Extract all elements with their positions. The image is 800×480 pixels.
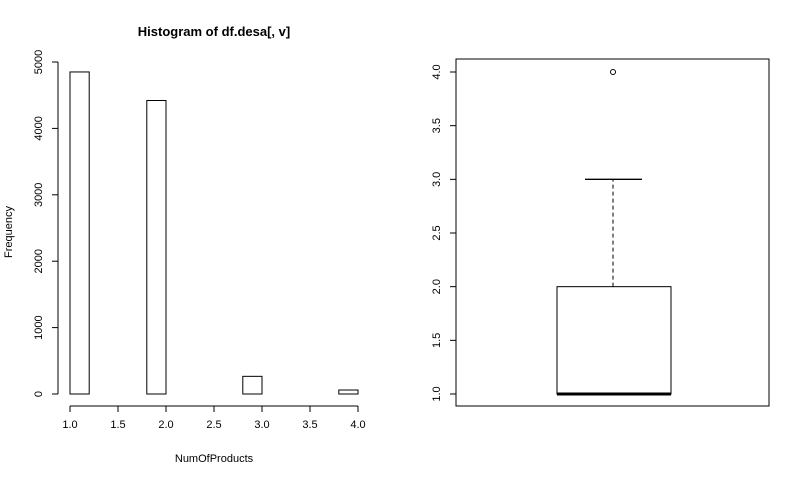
- histogram-y-tick-label: 4000: [33, 116, 45, 140]
- boxplot-box: [556, 286, 672, 395]
- histogram-bar-4: [338, 389, 359, 395]
- histogram-y-tick-label: 3000: [33, 183, 45, 207]
- histogram-x-tick-label: 1.5: [110, 419, 125, 431]
- histogram-y-axis-label: Frequency: [3, 206, 15, 258]
- histogram-x-tick-label: 3.0: [254, 419, 269, 431]
- histogram-bar-1: [69, 71, 90, 395]
- histogram-x-tick-label: 4.0: [350, 419, 365, 431]
- boxplot-panel: 1.0 1.5 2.0 2.5 3.0 3.5 4.0: [431, 58, 770, 407]
- boxplot-y-tick-label: 4.0: [431, 64, 443, 79]
- boxplot-y-tick-label: 1.0: [431, 386, 443, 401]
- histogram-panel: Histogram of df.desa[, v] NumOfProducts …: [3, 24, 366, 465]
- boxplot-y-tick-label: 2.5: [431, 225, 443, 240]
- histogram-x-axis-label: NumOfProducts: [175, 453, 254, 465]
- histogram-y-tick-label: 1000: [33, 315, 45, 339]
- boxplot-y-tick-label: 3.5: [431, 118, 443, 133]
- histogram-title: Histogram of df.desa[, v]: [138, 24, 290, 39]
- histogram-y-tick-label: 5000: [33, 50, 45, 74]
- boxplot-y-tick-label: 2.0: [431, 279, 443, 294]
- boxplot-y-axis: 1.0 1.5 2.0 2.5 3.0 3.5 4.0: [431, 64, 456, 402]
- histogram-x-tick-label: 3.5: [302, 419, 317, 431]
- histogram-bar-2: [146, 100, 167, 395]
- histogram-bar-3: [242, 375, 263, 395]
- boxplot-y-tick-label: 3.0: [431, 172, 443, 187]
- boxplot-outlier-point: [610, 69, 616, 75]
- histogram-y-axis: 0 1000 2000 3000 4000 5000: [33, 50, 59, 397]
- histogram-x-axis: 1.0 1.5 2.0 2.5 3.0 3.5 4.0: [62, 405, 366, 431]
- boxplot-y-tick-label: 1.5: [431, 333, 443, 348]
- boxplot-elements: [556, 69, 672, 396]
- histogram-x-tick-label: 1.0: [62, 419, 77, 431]
- histogram-x-tick-label: 2.5: [206, 419, 221, 431]
- histogram-y-tick-label: 2000: [33, 249, 45, 273]
- histogram-bars: [69, 71, 359, 395]
- histogram-y-tick-label: 0: [33, 391, 45, 397]
- histogram-x-tick-label: 2.0: [158, 419, 173, 431]
